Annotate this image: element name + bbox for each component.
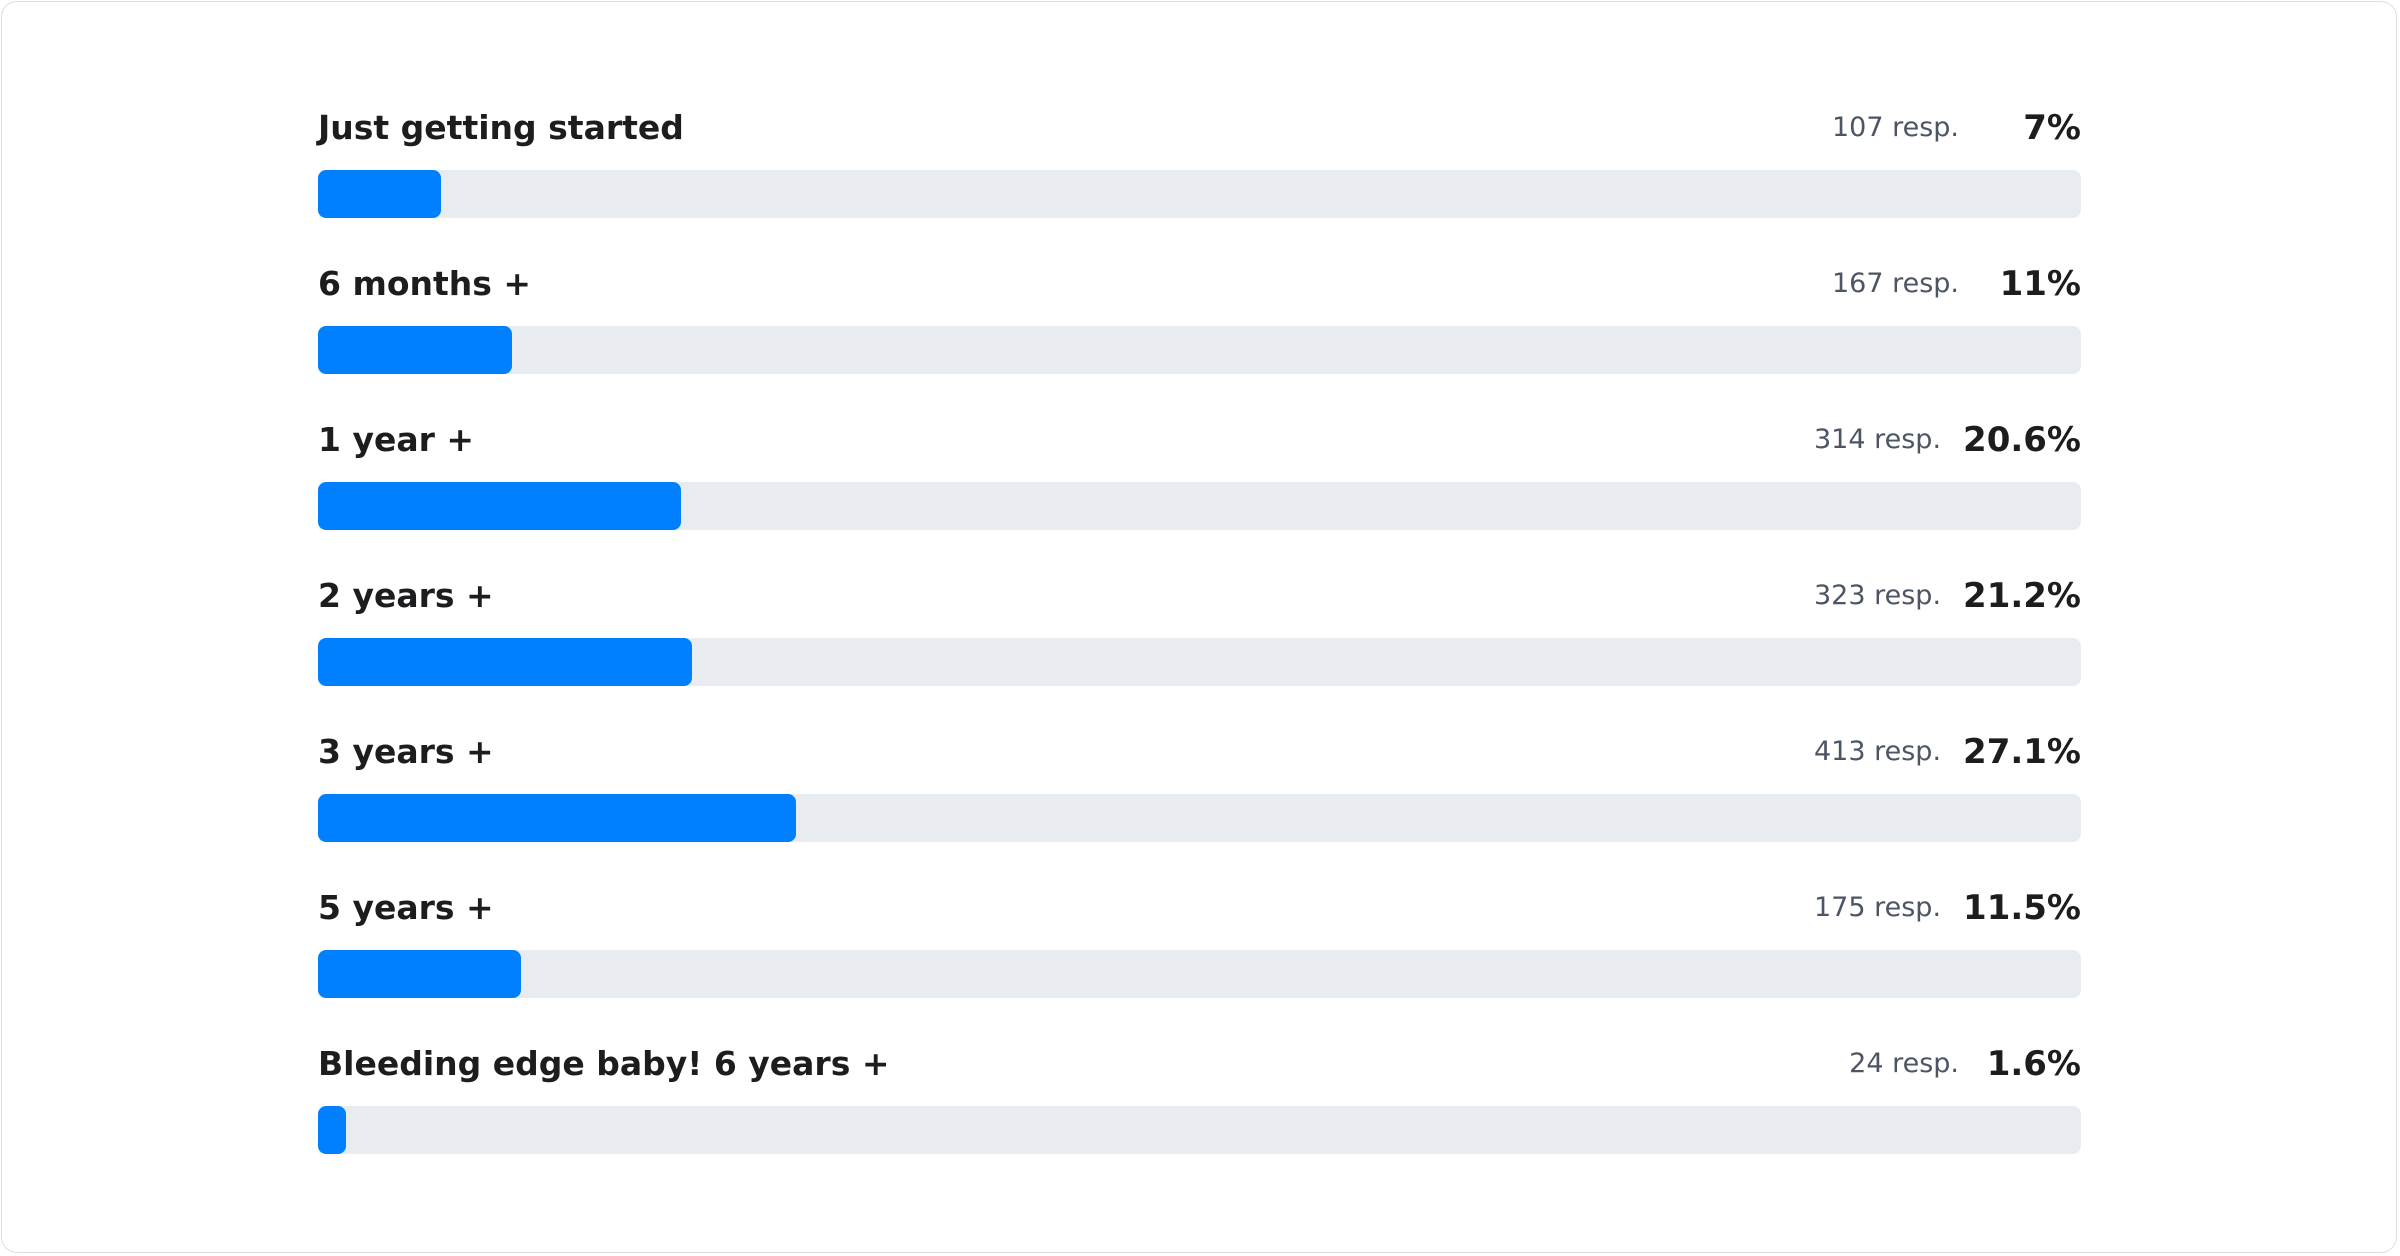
- percent-label: 21.2%: [1963, 575, 2081, 616]
- bar-row: Just getting started 107 resp. 7%: [318, 100, 2081, 256]
- bar-track: [318, 638, 2081, 686]
- bar-list: Just getting started 107 resp. 7% 6 mont…: [318, 100, 2081, 1192]
- bar-track: [318, 794, 2081, 842]
- bar-label: 3 years +: [318, 732, 494, 771]
- bar-row: 5 years + 175 resp. 11.5%: [318, 880, 2081, 1036]
- bar-label: 5 years +: [318, 888, 494, 927]
- bar-fill: [318, 794, 796, 842]
- bar-row-header: 1 year + 314 resp. 20.6%: [318, 412, 2081, 467]
- bar-fill: [318, 170, 442, 218]
- bar-label: 2 years +: [318, 576, 494, 615]
- bar-track: [318, 950, 2081, 998]
- bar-row: 2 years + 323 resp. 21.2%: [318, 568, 2081, 724]
- bar-fill: [318, 950, 521, 998]
- response-count: 413 resp.: [1814, 736, 1942, 767]
- bar-label: Just getting started: [318, 108, 684, 147]
- bar-track: [318, 1106, 2081, 1154]
- bar-row-header: 5 years + 175 resp. 11.5%: [318, 880, 2081, 935]
- bar-row: Bleeding edge baby! 6 years + 24 resp. 1…: [318, 1036, 2081, 1192]
- bar-track: [318, 326, 2081, 374]
- bar-label: 1 year +: [318, 420, 475, 459]
- bar-row-header: Bleeding edge baby! 6 years + 24 resp. 1…: [318, 1036, 2081, 1091]
- bar-track: [318, 170, 2081, 218]
- bar-row-header: Just getting started 107 resp. 7%: [318, 100, 2081, 155]
- bar-fill: [318, 1106, 347, 1154]
- bar-row-header: 3 years + 413 resp. 27.1%: [318, 724, 2081, 779]
- response-count: 24 resp.: [1849, 1048, 1959, 1079]
- percent-label: 11.5%: [1963, 887, 2081, 928]
- bar-fill: [318, 638, 692, 686]
- bar-track: [318, 482, 2081, 530]
- response-count: 175 resp.: [1814, 892, 1942, 923]
- bar-row-header: 6 months + 167 resp. 11%: [318, 256, 2081, 311]
- bar-label: Bleeding edge baby! 6 years +: [318, 1044, 890, 1083]
- bar-row: 1 year + 314 resp. 20.6%: [318, 412, 2081, 568]
- bar-row-header: 2 years + 323 resp. 21.2%: [318, 568, 2081, 623]
- response-count: 107 resp.: [1831, 112, 1959, 143]
- percent-label: 1.6%: [1986, 1043, 2081, 1084]
- percent-label: 11%: [1999, 263, 2081, 304]
- response-count: 323 resp.: [1814, 580, 1942, 611]
- bar-fill: [318, 482, 682, 530]
- bar-row: 3 years + 413 resp. 27.1%: [318, 724, 2081, 880]
- bar-fill: [318, 326, 512, 374]
- response-count: 314 resp.: [1814, 424, 1942, 455]
- response-count: 167 resp.: [1831, 268, 1959, 299]
- bar-label: 6 months +: [318, 264, 532, 303]
- percent-label: 7%: [2023, 107, 2081, 148]
- percent-label: 20.6%: [1963, 419, 2081, 460]
- bar-row: 6 months + 167 resp. 11%: [318, 256, 2081, 412]
- percent-label: 27.1%: [1963, 731, 2081, 772]
